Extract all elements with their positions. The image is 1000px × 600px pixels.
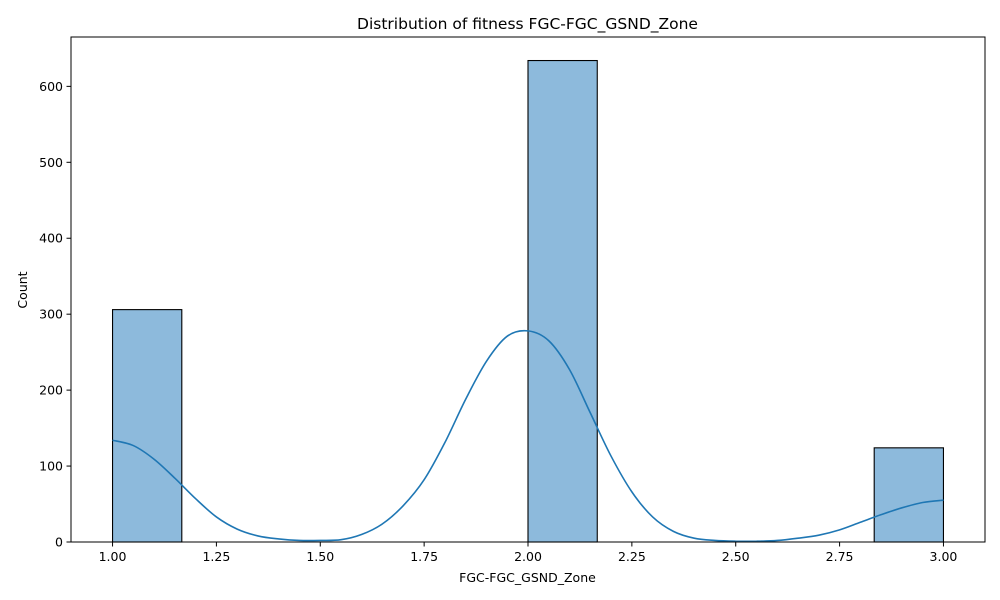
y-axis-ticks: 0 100 200 300 400 500 600 — [39, 79, 71, 550]
x-axis-ticks: 1.00 1.25 1.50 1.75 2.00 2.25 2.50 2.75 3.00 — [99, 542, 958, 564]
x-tick-label: 3.00 — [930, 549, 958, 564]
bars-layer — [111, 59, 945, 543]
x-tick-label: 2.25 — [618, 549, 646, 564]
kde-curve — [112, 329, 944, 543]
x-tick-label: 2.00 — [514, 549, 542, 564]
x-tick-label: 2.75 — [826, 549, 854, 564]
x-tick-label: 2.50 — [722, 549, 750, 564]
x-tick-label: 1.50 — [306, 549, 334, 564]
histogram-bar-0 — [111, 309, 183, 543]
x-tick-label: 1.00 — [99, 549, 127, 564]
chart-title: Distribution of fitness FGC-FGC_GSND_Zon… — [357, 15, 698, 34]
y-tick-label: 100 — [39, 459, 63, 474]
y-tick-label: 400 — [39, 231, 63, 246]
y-tick-label: 200 — [39, 383, 63, 398]
histogram-bar-11 — [873, 447, 945, 543]
y-tick-label: 0 — [55, 535, 63, 550]
y-axis-label: Count — [15, 271, 30, 308]
y-tick-label: 500 — [39, 155, 63, 170]
x-axis-label: FGC-FGC_GSND_Zone — [459, 570, 596, 585]
kde-layer — [112, 329, 944, 543]
x-tick-label: 1.25 — [202, 549, 230, 564]
histogram-bar-6 — [527, 59, 598, 543]
y-tick-label: 600 — [39, 79, 63, 94]
y-tick-label: 300 — [39, 307, 63, 322]
x-tick-label: 1.75 — [410, 549, 438, 564]
